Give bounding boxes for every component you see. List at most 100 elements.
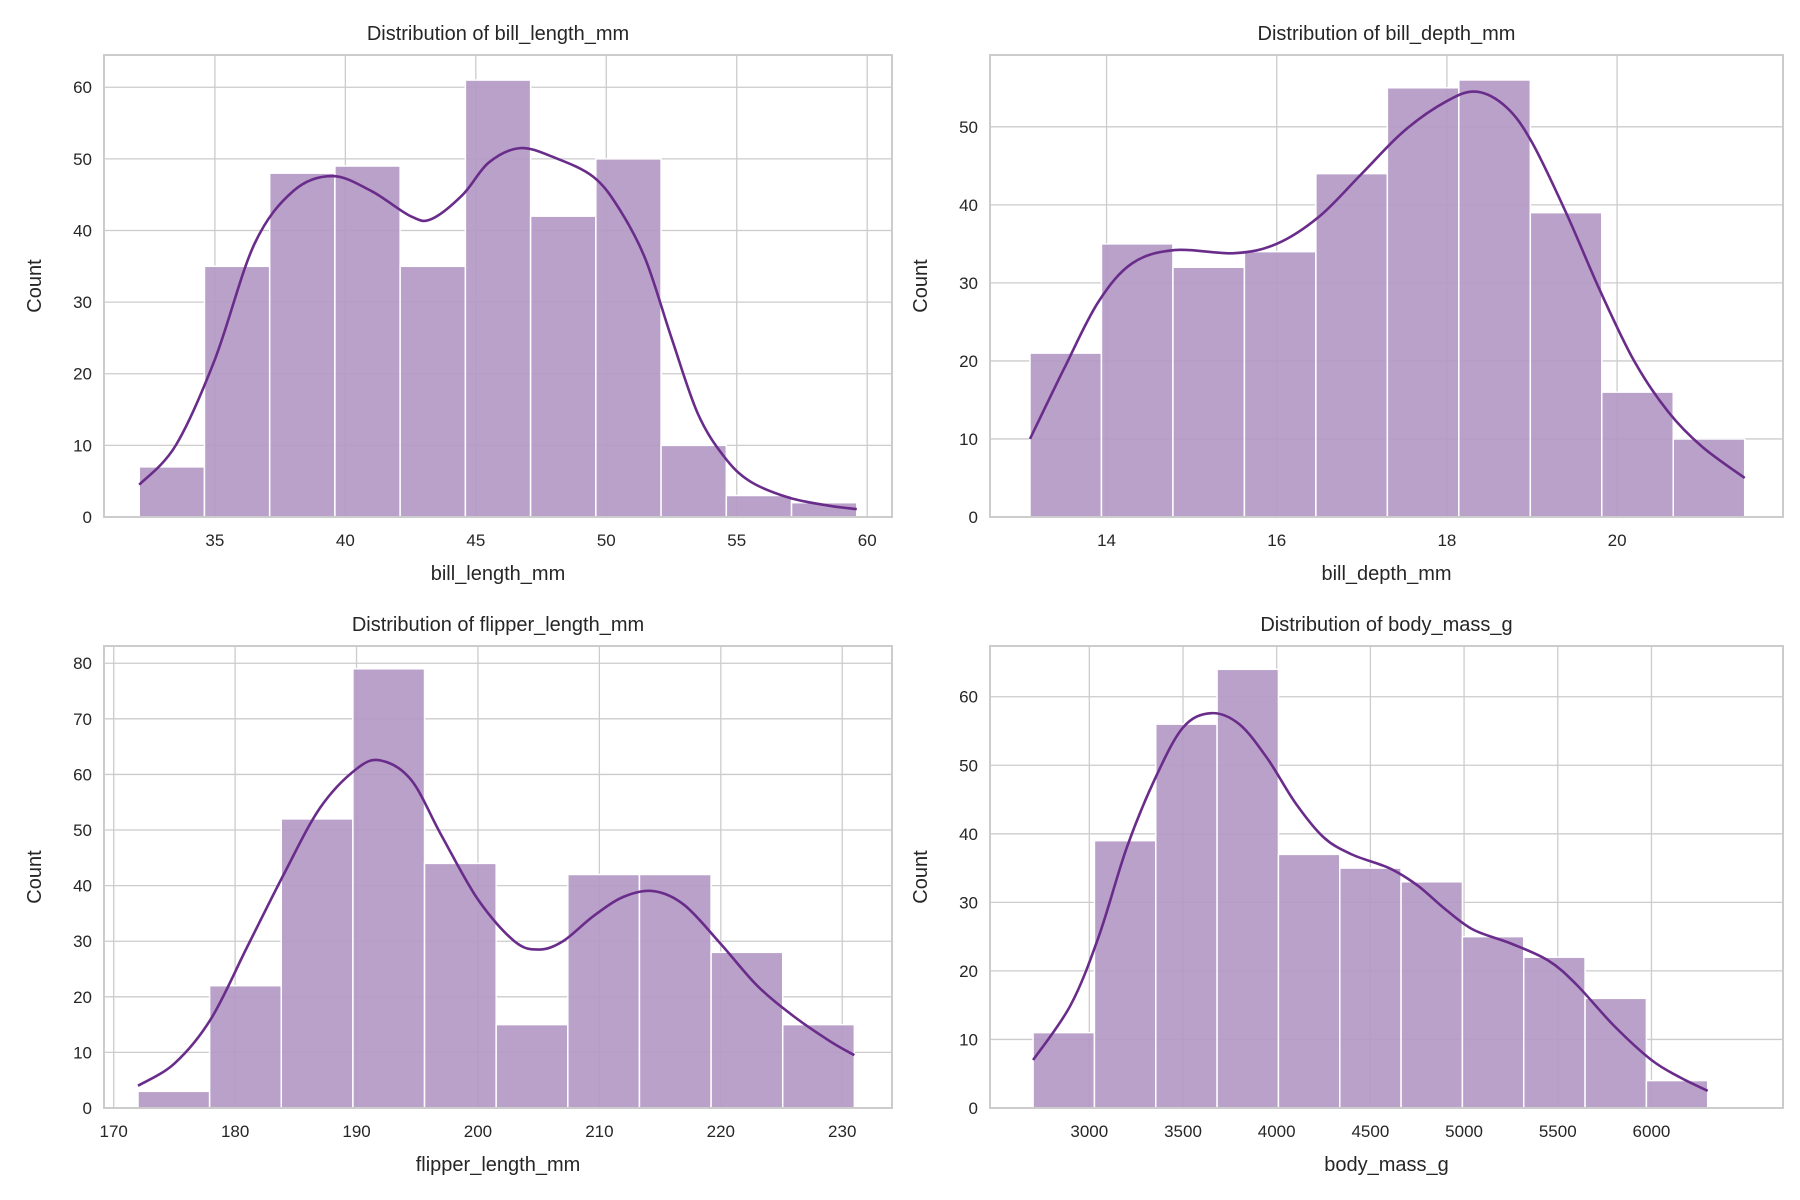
y-tick-label: 50 — [959, 756, 978, 775]
y-tick-label: 20 — [959, 962, 978, 981]
kde-curve — [1028, 90, 1746, 480]
y-tick-label: 50 — [73, 821, 92, 840]
histogram-bar — [529, 215, 597, 518]
x-tick-label: 4500 — [1351, 1122, 1389, 1141]
histogram-bar — [464, 79, 532, 518]
histogram-bar — [352, 668, 426, 1109]
histogram-bar — [1155, 723, 1218, 1109]
histogram-bar — [1100, 243, 1174, 518]
x-tick-label: 3500 — [1164, 1122, 1202, 1141]
histogram-bar — [208, 984, 283, 1109]
y-tick-label: 70 — [73, 710, 92, 729]
histogram-bar — [137, 1090, 211, 1109]
x-tick-label: 20 — [1608, 531, 1627, 550]
y-tick-label: 60 — [73, 78, 92, 97]
histogram-bar — [567, 873, 641, 1109]
y-axis-label: Count — [24, 850, 46, 904]
y-tick-label: 30 — [73, 932, 92, 951]
y-tick-label: 50 — [959, 118, 978, 137]
x-tick-label: 180 — [221, 1122, 249, 1141]
histogram-bar — [1216, 668, 1280, 1109]
histogram-bar — [334, 165, 401, 518]
x-tick-label: 200 — [464, 1122, 492, 1141]
histogram-bar — [1458, 79, 1532, 518]
histogram-bar — [268, 172, 336, 518]
histogram-bar — [1243, 250, 1317, 518]
y-tick-label: 60 — [73, 765, 92, 784]
y-tick-label: 0 — [969, 1099, 978, 1118]
x-tick-label: 40 — [336, 531, 355, 550]
x-tick-label: 210 — [585, 1122, 613, 1141]
y-tick-label: 30 — [959, 893, 978, 912]
axes-frame — [103, 645, 893, 1109]
histogram-bar — [1601, 391, 1674, 518]
histogram-bar — [1315, 172, 1389, 518]
subplot-2: 14 16 18 20 0 10 20 30 40 50 Distribution of bill_… — [910, 23, 1784, 585]
histogram-bar — [725, 494, 793, 518]
kde-curve — [1032, 711, 1709, 1093]
histogram-bar — [203, 265, 271, 518]
histogram-bar — [1522, 956, 1586, 1109]
y-tick-label: 0 — [969, 508, 978, 527]
y-tick-label: 10 — [959, 430, 978, 449]
y-tick-label: 60 — [959, 688, 978, 707]
chart-title: Distribution of bill_depth_mm — [1258, 23, 1516, 45]
x-axis-label: body_mass_g — [1324, 1154, 1449, 1176]
x-tick-label: 45 — [466, 531, 485, 550]
histogram-bar — [1461, 935, 1525, 1109]
histogram-bar — [1029, 352, 1103, 518]
histogram-bar — [1277, 853, 1341, 1109]
x-axis-label: flipper_length_mm — [416, 1154, 581, 1176]
y-tick-label: 10 — [959, 1030, 978, 1049]
x-tick-label: 50 — [597, 531, 616, 550]
kde-curve — [137, 758, 856, 1087]
axes-frame — [103, 54, 893, 518]
histogram-bar — [280, 818, 354, 1109]
y-tick-label: 40 — [959, 825, 978, 844]
histogram-bar — [1400, 881, 1464, 1109]
y-tick-label: 0 — [83, 1099, 92, 1118]
x-axis-label: bill_depth_mm — [1321, 563, 1451, 585]
histogram-bar — [399, 265, 467, 518]
y-axis-label: Count — [24, 259, 46, 313]
x-tick-label: 5000 — [1445, 1122, 1483, 1141]
x-tick-label: 6000 — [1633, 1122, 1671, 1141]
x-tick-label: 5500 — [1539, 1122, 1577, 1141]
y-tick-label: 40 — [959, 196, 978, 215]
histogram-bar — [1338, 867, 1402, 1109]
y-axis-label: Count — [910, 850, 932, 904]
x-axis-label: bill_length_mm — [431, 563, 566, 585]
axes-frame — [989, 54, 1784, 518]
histogram-bar — [1386, 87, 1460, 518]
histogram-bar — [638, 873, 712, 1109]
x-tick-label: 60 — [858, 531, 877, 550]
chart-title: Distribution of flipper_length_mm — [352, 614, 644, 636]
histogram-bar — [660, 444, 728, 518]
subplot-1: 35 40 45 50 55 60 0 10 20 30 40 50 60 Distribution of… — [24, 23, 893, 585]
y-tick-label: 0 — [83, 508, 92, 527]
y-tick-label: 50 — [73, 150, 92, 169]
y-tick-label: 80 — [73, 654, 92, 673]
axes-frame — [989, 645, 1784, 1109]
subplot-3: 170 180 190 200 210 220 230 0 10 20 30 40 50 60 70 80 Di… — [24, 614, 893, 1176]
histogram-bar — [1529, 211, 1603, 518]
y-tick-label: 30 — [73, 293, 92, 312]
x-tick-label: 16 — [1267, 531, 1286, 550]
histogram-bar — [495, 1023, 569, 1109]
x-tick-label: 55 — [727, 531, 746, 550]
y-tick-label: 40 — [73, 221, 92, 240]
y-tick-label: 10 — [73, 436, 92, 455]
x-tick-label: 14 — [1097, 531, 1116, 550]
y-tick-label: 20 — [73, 365, 92, 384]
chart-title: Distribution of bill_length_mm — [367, 23, 629, 45]
y-tick-label: 20 — [73, 988, 92, 1007]
y-axis-label: Count — [910, 259, 932, 313]
x-tick-label: 190 — [342, 1122, 370, 1141]
histogram-bar — [595, 158, 662, 518]
x-tick-label: 18 — [1437, 531, 1456, 550]
kde-curve — [138, 146, 857, 511]
x-tick-label: 230 — [828, 1122, 856, 1141]
histogram-bar — [781, 1023, 856, 1109]
y-tick-label: 20 — [959, 352, 978, 371]
